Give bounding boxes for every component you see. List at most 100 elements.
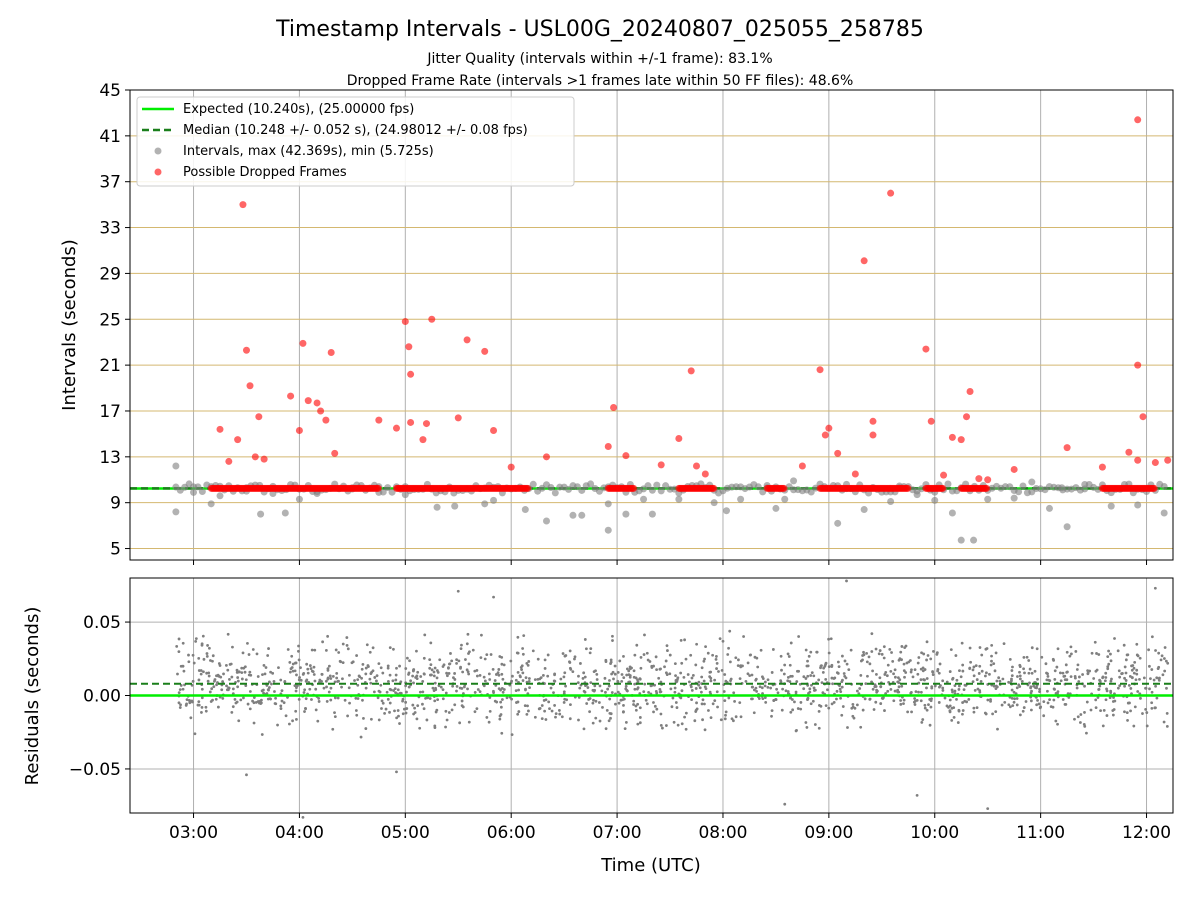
residual-point — [994, 687, 998, 691]
residual-point — [488, 696, 492, 699]
residual-point — [540, 717, 544, 721]
residual-point — [752, 711, 756, 715]
interval-point — [622, 510, 630, 518]
residual-point — [524, 676, 528, 680]
interval-point — [578, 511, 586, 519]
residual-point — [1002, 642, 1006, 646]
residual-point — [604, 660, 608, 664]
residual-point — [902, 662, 906, 666]
residual-point — [436, 698, 440, 701]
residual-point — [1008, 705, 1012, 709]
residual-point — [337, 651, 341, 654]
residual-point — [1029, 699, 1033, 703]
residual-point — [609, 658, 613, 662]
residual-point — [902, 702, 905, 706]
residual-point — [562, 675, 566, 679]
residual-point — [990, 654, 993, 658]
dropped-frame-point — [490, 426, 498, 434]
residual-point — [708, 690, 712, 694]
residual-point — [563, 671, 567, 675]
dropped-frame-point — [851, 470, 859, 478]
residual-point — [177, 701, 181, 705]
dropped-frame-point — [984, 476, 992, 484]
residual-point — [591, 721, 595, 725]
dropped-frame-point — [966, 387, 974, 395]
residual-point — [220, 688, 224, 692]
residual-point — [578, 686, 582, 690]
residual-point — [404, 684, 408, 688]
residual-point — [248, 670, 252, 674]
residual-point — [625, 667, 629, 671]
residual-point — [193, 732, 197, 736]
dropped-frame-point — [821, 431, 829, 439]
residual-point — [1147, 648, 1150, 652]
residual-point — [1065, 678, 1069, 682]
residual-point — [1130, 676, 1134, 679]
interval-point — [521, 506, 529, 514]
residual-point — [1053, 687, 1056, 691]
residual-point — [645, 702, 649, 706]
residual-point — [388, 687, 392, 691]
residual-point — [827, 665, 831, 669]
legend-dropped-label: Possible Dropped Frames — [183, 165, 347, 180]
residual-point — [684, 657, 688, 661]
residual-point — [923, 703, 927, 707]
residual-point — [959, 675, 963, 679]
residual-point — [209, 659, 212, 662]
dropped-frame-point — [798, 462, 806, 470]
residual-point — [1129, 687, 1133, 690]
residual-point — [915, 698, 919, 702]
residual-point — [664, 659, 668, 663]
residual-point — [694, 687, 698, 690]
residual-point — [975, 706, 979, 710]
residual-point — [1133, 661, 1137, 664]
residual-point — [1044, 662, 1048, 666]
residual-point — [558, 712, 562, 716]
dropped-frame-point — [1010, 465, 1018, 473]
residual-point — [1053, 669, 1057, 673]
residual-point — [1056, 722, 1059, 726]
residual-point — [691, 673, 695, 677]
residual-point — [697, 680, 701, 684]
residual-point — [827, 651, 831, 655]
residual-point — [568, 649, 572, 653]
residual-point — [473, 691, 477, 694]
residual-point — [1094, 698, 1098, 702]
residual-point — [759, 648, 763, 652]
bottom-residual-points — [175, 579, 1170, 819]
residual-point — [451, 684, 455, 688]
residual-point — [1101, 724, 1105, 728]
residual-point — [346, 714, 350, 718]
residual-point — [789, 674, 793, 678]
residual-point — [398, 664, 401, 668]
residual-point — [956, 721, 960, 724]
residual-point — [355, 713, 359, 717]
residual-point — [439, 685, 443, 689]
residual-point — [808, 687, 812, 691]
residual-point — [229, 662, 233, 666]
residual-point — [421, 679, 425, 683]
residual-point — [642, 690, 646, 694]
residual-point — [766, 685, 770, 689]
residual-point — [1040, 655, 1044, 659]
residual-point — [769, 686, 773, 690]
residual-point — [951, 690, 954, 694]
residual-point — [730, 717, 734, 721]
residual-point — [972, 706, 976, 710]
residual-point — [1058, 671, 1062, 675]
dropped-frame-point — [251, 453, 259, 461]
residual-point — [900, 684, 904, 688]
residual-point — [780, 708, 784, 712]
residual-point — [782, 672, 786, 676]
residual-point — [589, 647, 593, 651]
interval-point — [1010, 494, 1018, 502]
residual-point — [242, 696, 245, 700]
residual-point — [1076, 715, 1080, 719]
residual-point — [1056, 647, 1060, 651]
residual-point — [1132, 671, 1136, 675]
residual-point — [333, 680, 337, 684]
residual-point — [906, 710, 910, 714]
interval-point — [737, 495, 745, 503]
dropped-frame-point — [1098, 463, 1106, 471]
residual-point — [1127, 684, 1131, 687]
